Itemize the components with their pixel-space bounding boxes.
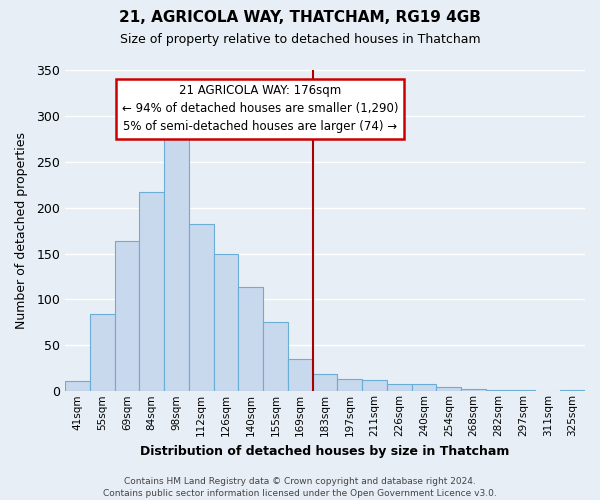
Bar [461,390,486,392]
Bar [313,374,337,392]
Bar [288,359,313,392]
Bar [164,127,189,392]
X-axis label: Distribution of detached houses by size in Thatcham: Distribution of detached houses by size … [140,444,510,458]
Bar [139,192,164,392]
Bar [387,384,412,392]
Bar [65,381,90,392]
Bar [486,390,511,392]
Bar [90,314,115,392]
Bar [511,390,535,392]
Y-axis label: Number of detached properties: Number of detached properties [15,132,28,329]
Text: Size of property relative to detached houses in Thatcham: Size of property relative to detached ho… [119,32,481,46]
Bar [115,240,139,392]
Bar [362,380,387,392]
Text: Contains HM Land Registry data © Crown copyright and database right 2024.
Contai: Contains HM Land Registry data © Crown c… [103,476,497,498]
Bar [337,380,362,392]
Bar [214,254,238,392]
Bar [436,386,461,392]
Bar [263,322,288,392]
Bar [412,384,436,392]
Text: 21 AGRICOLA WAY: 176sqm
← 94% of detached houses are smaller (1,290)
5% of semi-: 21 AGRICOLA WAY: 176sqm ← 94% of detache… [122,84,398,134]
Bar [238,286,263,392]
Bar [560,390,585,392]
Bar [189,224,214,392]
Text: 21, AGRICOLA WAY, THATCHAM, RG19 4GB: 21, AGRICOLA WAY, THATCHAM, RG19 4GB [119,10,481,25]
